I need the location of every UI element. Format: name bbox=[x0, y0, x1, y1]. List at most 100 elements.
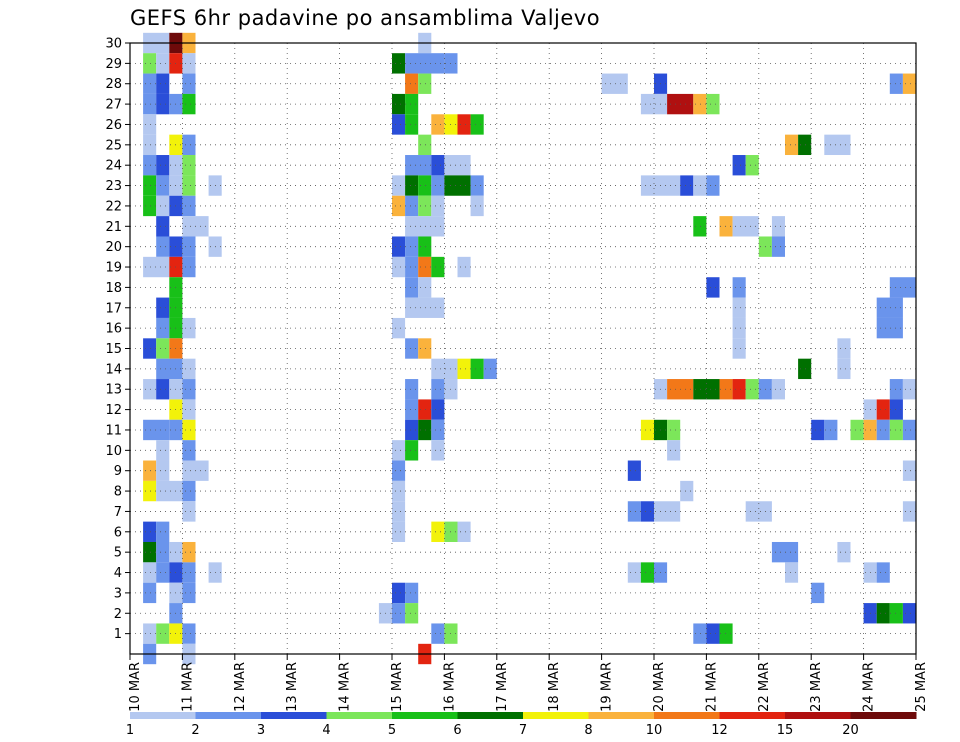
x-tick-label: 19 MAR bbox=[600, 662, 615, 712]
y-tick-label: 27 bbox=[105, 98, 122, 113]
y-tick-label: 29 bbox=[105, 57, 122, 72]
heatmap-cell bbox=[182, 53, 196, 74]
heatmap-cell bbox=[143, 541, 157, 563]
heatmap-cell bbox=[182, 419, 196, 441]
colorbar-label: 4 bbox=[322, 723, 330, 738]
heatmap-cell bbox=[392, 93, 406, 115]
y-tick-label: 23 bbox=[105, 179, 122, 194]
colorbar: 1 2 3 4 5 6 7 8 10 12 15 20 bbox=[126, 712, 917, 738]
heatmap-cell bbox=[392, 440, 406, 461]
y-tick-label: 8 bbox=[114, 485, 122, 500]
x-tick-label: 14 MAR bbox=[338, 662, 353, 712]
heatmap-cell bbox=[693, 379, 720, 400]
x-tick-label: 21 MAR bbox=[704, 662, 719, 712]
colorbar-swatch bbox=[719, 712, 786, 719]
heatmap-cell bbox=[418, 256, 432, 278]
heatmap-cell bbox=[706, 277, 720, 298]
heatmap-cell bbox=[876, 399, 890, 420]
colorbar-swatch bbox=[523, 712, 589, 719]
y-tick-label: 7 bbox=[114, 505, 122, 520]
heatmap-cell bbox=[876, 297, 903, 318]
y-tick-label: 15 bbox=[105, 342, 122, 357]
heatmap-cell bbox=[392, 114, 406, 135]
heatmap-cell bbox=[771, 379, 785, 400]
colorbar-swatch bbox=[785, 712, 851, 719]
heatmap-cell bbox=[156, 93, 170, 115]
colorbar-label: 15 bbox=[777, 723, 794, 738]
heatmap-cell bbox=[771, 236, 785, 257]
heatmap-cell bbox=[182, 175, 196, 196]
heatmap-cell bbox=[405, 216, 445, 237]
colorbar-swatch bbox=[392, 712, 458, 719]
heatmap-cell bbox=[667, 440, 681, 461]
heatmap-cell bbox=[640, 562, 654, 583]
y-tick-label: 30 bbox=[105, 37, 122, 52]
y-tick-label: 13 bbox=[105, 383, 122, 398]
heatmap-cell bbox=[182, 236, 196, 257]
heatmap-cell bbox=[143, 582, 157, 604]
heatmap-cell bbox=[431, 175, 445, 196]
heatmap-cell bbox=[143, 195, 157, 217]
heatmap-cell bbox=[143, 73, 157, 94]
x-axis: 10 MAR 11 MAR 12 MAR 13 MAR 14 MAR 15 MAR 16 M… bbox=[128, 654, 929, 712]
heatmap-cell bbox=[182, 501, 196, 522]
heatmap-cell bbox=[732, 297, 746, 318]
heatmap-cell bbox=[418, 73, 432, 94]
y-tick-label: 6 bbox=[114, 525, 122, 540]
heatmap-cell bbox=[876, 562, 890, 583]
heatmap-cell bbox=[457, 521, 471, 542]
heatmap-cell bbox=[182, 155, 196, 176]
heatmap-cell bbox=[182, 480, 196, 502]
heatmap-cell bbox=[693, 93, 707, 115]
heatmap-cell bbox=[693, 216, 707, 237]
heatmap-cell bbox=[392, 175, 406, 196]
heatmap-cell bbox=[902, 419, 916, 441]
colorbar-swatch bbox=[654, 712, 720, 719]
heatmap-cell bbox=[143, 155, 157, 176]
heatmap-cell bbox=[418, 134, 432, 156]
heatmap-cell bbox=[798, 358, 812, 380]
heatmap-cell bbox=[771, 216, 785, 237]
y-tick-label: 2 bbox=[114, 607, 122, 622]
colorbar-label: 12 bbox=[711, 723, 728, 738]
colorbar-label: 10 bbox=[646, 723, 663, 738]
heatmap-cell bbox=[143, 256, 170, 278]
heatmap-cell bbox=[811, 419, 825, 441]
heatmap-cell bbox=[143, 480, 157, 502]
heatmap-cell bbox=[732, 277, 746, 298]
heatmap-cell bbox=[876, 317, 903, 339]
heatmap-cell bbox=[693, 175, 707, 196]
heatmap-cell bbox=[156, 623, 170, 644]
heatmap-cell bbox=[889, 277, 916, 298]
heatmap-cell bbox=[824, 134, 851, 156]
heatmap-cell bbox=[143, 93, 157, 115]
y-tick-label: 16 bbox=[105, 322, 122, 337]
heatmap-cell bbox=[732, 155, 746, 176]
heatmap-cell bbox=[785, 562, 799, 583]
y-tick-label: 4 bbox=[114, 566, 122, 581]
y-tick-label: 19 bbox=[105, 261, 122, 276]
y-tick-label: 9 bbox=[114, 464, 122, 479]
heatmap-cell bbox=[719, 216, 733, 237]
heatmap-cell bbox=[156, 175, 170, 196]
heatmap-cell bbox=[902, 603, 916, 624]
heatmap-cell bbox=[143, 419, 170, 441]
heatmap-cell bbox=[405, 175, 419, 196]
heatmap-cell bbox=[418, 277, 432, 298]
heatmap-cell bbox=[640, 419, 654, 441]
heatmap-cell bbox=[745, 155, 759, 176]
heatmap-cell bbox=[418, 419, 432, 441]
heatmap-cell bbox=[719, 623, 733, 644]
heatmap-cell bbox=[405, 53, 445, 74]
heatmap-cell bbox=[156, 216, 170, 237]
heatmap-cell bbox=[392, 256, 406, 278]
y-tick-label: 14 bbox=[105, 362, 122, 377]
heatmap-cell bbox=[392, 501, 406, 522]
colorbar-label: 20 bbox=[842, 723, 859, 738]
heatmap-cell bbox=[156, 379, 170, 400]
y-tick-label: 20 bbox=[105, 240, 122, 255]
heatmap-cell bbox=[785, 134, 799, 156]
heatmap-cell bbox=[405, 114, 419, 135]
heatmap-cell bbox=[392, 236, 406, 257]
